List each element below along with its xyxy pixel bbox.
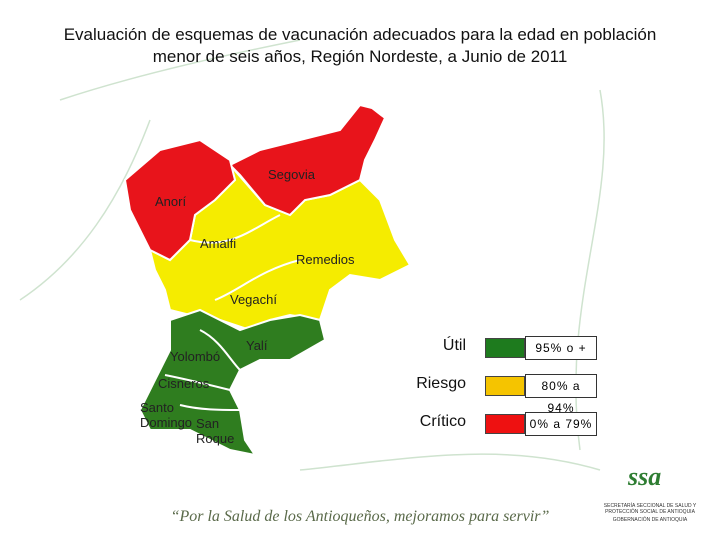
logo-mark: ssa <box>628 462 662 491</box>
legend-label: Útil <box>442 337 466 354</box>
legend-swatch <box>485 338 525 358</box>
legend-label: Crítico <box>419 413 466 430</box>
map <box>123 103 412 457</box>
background-lines <box>19 39 605 471</box>
region-anori <box>123 138 237 262</box>
legend-range: 80% a 94% <box>525 374 597 415</box>
municipality-label: Yolombó <box>170 349 221 364</box>
slogan: “Por la Salud de los Antioqueños, mejora… <box>170 508 550 525</box>
logo-line: GOBERNACIÓN DE ANTIOQUIA <box>612 517 688 523</box>
municipality-label: Remedios <box>296 252 355 267</box>
legend-swatch <box>485 414 525 434</box>
boundaries <box>164 214 301 411</box>
decoration <box>19 39 605 471</box>
logo-line: SECRETARÍA SECCIONAL DE SALUD Y PROTECCI… <box>603 503 697 515</box>
region-segovia <box>228 103 387 217</box>
municipality-label: Santo Domingo <box>140 400 193 430</box>
municipality-label: Cisneros <box>158 376 210 391</box>
municipality-label: Amalfi <box>200 236 237 251</box>
municipality-label: Anorí <box>155 194 187 209</box>
legend-range: 0% a 79% <box>525 412 597 436</box>
legend-swatch <box>485 376 525 396</box>
title: Evaluación de esquemas de vacunación ade… <box>63 25 657 66</box>
municipality-label: San Roque <box>196 416 235 446</box>
legend-range: 95% o + <box>525 336 597 360</box>
municipality-label: Yalí <box>246 338 268 353</box>
municipality-label: Vegachí <box>230 292 277 307</box>
municipality-label: Segovia <box>268 167 315 182</box>
legend-label: Riesgo <box>416 375 466 392</box>
